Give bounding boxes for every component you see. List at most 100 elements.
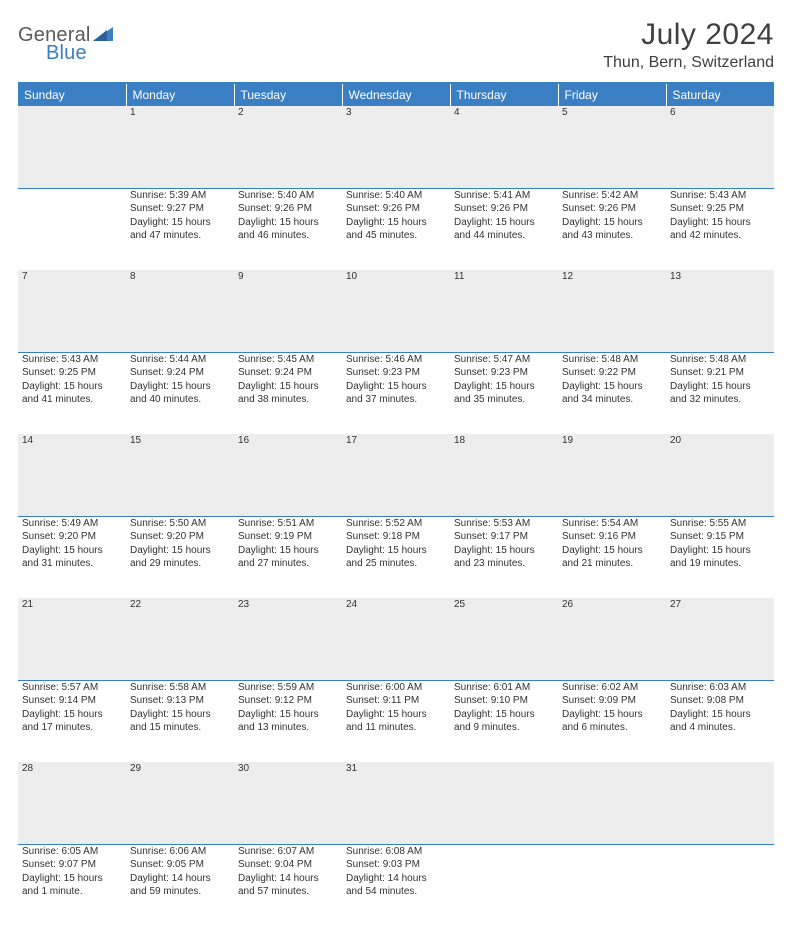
day-detail-line: Daylight: 15 hours — [238, 380, 338, 394]
day-detail-line: Sunrise: 5:44 AM — [130, 353, 230, 367]
day-detail-line: Sunset: 9:17 PM — [454, 530, 554, 544]
day-cell: Sunrise: 5:51 AMSunset: 9:19 PMDaylight:… — [234, 516, 342, 598]
day-detail-line: Daylight: 15 hours — [562, 544, 662, 558]
day-detail-line: Daylight: 15 hours — [670, 708, 770, 722]
day-detail-line: Sunrise: 6:03 AM — [670, 681, 770, 695]
day-detail-line: and 38 minutes. — [238, 393, 338, 407]
day-cell — [666, 844, 774, 926]
weekday-header: Tuesday — [234, 84, 342, 106]
day-cell: Sunrise: 5:48 AMSunset: 9:22 PMDaylight:… — [558, 352, 666, 434]
weekday-header: Monday — [126, 84, 234, 106]
day-cell: Sunrise: 5:40 AMSunset: 9:26 PMDaylight:… — [342, 188, 450, 270]
day-number — [450, 762, 558, 844]
day-cell: Sunrise: 6:01 AMSunset: 9:10 PMDaylight:… — [450, 680, 558, 762]
day-detail-line: Sunrise: 5:42 AM — [562, 189, 662, 203]
day-detail-line: and 25 minutes. — [346, 557, 446, 571]
day-detail-line: and 27 minutes. — [238, 557, 338, 571]
day-content-row: Sunrise: 5:49 AMSunset: 9:20 PMDaylight:… — [18, 516, 774, 598]
day-number: 30 — [234, 762, 342, 844]
day-detail-line: Daylight: 15 hours — [670, 544, 770, 558]
weekday-header: Sunday — [18, 84, 126, 106]
day-cell: Sunrise: 5:48 AMSunset: 9:21 PMDaylight:… — [666, 352, 774, 434]
day-detail-line: Sunset: 9:25 PM — [22, 366, 122, 380]
day-detail-line: Daylight: 15 hours — [238, 544, 338, 558]
day-detail-line: and 40 minutes. — [130, 393, 230, 407]
day-number: 20 — [666, 434, 774, 516]
day-cell: Sunrise: 5:58 AMSunset: 9:13 PMDaylight:… — [126, 680, 234, 762]
day-detail-line: and 17 minutes. — [22, 721, 122, 735]
day-cell: Sunrise: 5:49 AMSunset: 9:20 PMDaylight:… — [18, 516, 126, 598]
day-number: 25 — [450, 598, 558, 680]
day-detail-line: and 47 minutes. — [130, 229, 230, 243]
day-detail-line: Sunset: 9:20 PM — [130, 530, 230, 544]
day-detail-line: Sunrise: 5:46 AM — [346, 353, 446, 367]
day-number-row: 14151617181920 — [18, 434, 774, 516]
day-number: 16 — [234, 434, 342, 516]
day-number: 2 — [234, 106, 342, 188]
day-cell: Sunrise: 5:43 AMSunset: 9:25 PMDaylight:… — [18, 352, 126, 434]
day-cell: Sunrise: 5:54 AMSunset: 9:16 PMDaylight:… — [558, 516, 666, 598]
day-detail-line: and 4 minutes. — [670, 721, 770, 735]
day-detail-line: Sunset: 9:25 PM — [670, 202, 770, 216]
day-cell: Sunrise: 6:08 AMSunset: 9:03 PMDaylight:… — [342, 844, 450, 926]
day-detail-line: Sunrise: 5:58 AM — [130, 681, 230, 695]
day-detail-line: Sunset: 9:16 PM — [562, 530, 662, 544]
day-content-row: Sunrise: 6:05 AMSunset: 9:07 PMDaylight:… — [18, 844, 774, 926]
day-cell: Sunrise: 5:55 AMSunset: 9:15 PMDaylight:… — [666, 516, 774, 598]
day-number: 11 — [450, 270, 558, 352]
day-cell: Sunrise: 5:50 AMSunset: 9:20 PMDaylight:… — [126, 516, 234, 598]
day-number: 27 — [666, 598, 774, 680]
day-number: 15 — [126, 434, 234, 516]
day-number: 24 — [342, 598, 450, 680]
day-cell: Sunrise: 6:02 AMSunset: 9:09 PMDaylight:… — [558, 680, 666, 762]
day-detail-line: and 19 minutes. — [670, 557, 770, 571]
day-detail-line: Sunrise: 5:48 AM — [670, 353, 770, 367]
day-number: 12 — [558, 270, 666, 352]
day-number — [558, 762, 666, 844]
day-detail-line: Sunset: 9:05 PM — [130, 858, 230, 872]
day-detail-line: Sunrise: 5:40 AM — [238, 189, 338, 203]
day-detail-line: Daylight: 15 hours — [130, 708, 230, 722]
day-cell: Sunrise: 5:59 AMSunset: 9:12 PMDaylight:… — [234, 680, 342, 762]
day-number-row: 28293031 — [18, 762, 774, 844]
day-number-row: 78910111213 — [18, 270, 774, 352]
day-number: 21 — [18, 598, 126, 680]
day-cell: Sunrise: 5:47 AMSunset: 9:23 PMDaylight:… — [450, 352, 558, 434]
day-cell: Sunrise: 5:41 AMSunset: 9:26 PMDaylight:… — [450, 188, 558, 270]
day-content-row: Sunrise: 5:43 AMSunset: 9:25 PM Daylight:… — [18, 352, 774, 434]
day-detail-line: Daylight: 15 hours — [238, 708, 338, 722]
day-detail-line: and 23 minutes. — [454, 557, 554, 571]
day-number: 14 — [18, 434, 126, 516]
calendar-table: Sunday Monday Tuesday Wednesday Thursday… — [18, 84, 774, 926]
day-detail-line: Daylight: 15 hours — [454, 708, 554, 722]
day-detail-line: Sunset: 9:18 PM — [346, 530, 446, 544]
day-detail-line: Sunset: 9:23 PM — [454, 366, 554, 380]
day-detail-line: and 34 minutes. — [562, 393, 662, 407]
day-detail-line: and 32 minutes. — [670, 393, 770, 407]
day-number: 26 — [558, 598, 666, 680]
day-detail-line: Sunrise: 5:54 AM — [562, 517, 662, 531]
day-number: 17 — [342, 434, 450, 516]
day-detail-line: and 35 minutes. — [454, 393, 554, 407]
day-detail-line: Sunrise: 5:43 AM — [22, 353, 122, 367]
day-detail-line: Daylight: 15 hours — [238, 216, 338, 230]
day-detail-line: Daylight: 15 hours — [130, 216, 230, 230]
day-detail-line: Sunset: 9:09 PM — [562, 694, 662, 708]
day-cell: Sunrise: 6:00 AMSunset: 9:11 PMDaylight:… — [342, 680, 450, 762]
day-number: 19 — [558, 434, 666, 516]
day-cell: Sunrise: 5:45 AMSunset: 9:24 PMDaylight:… — [234, 352, 342, 434]
day-detail-line: and 13 minutes. — [238, 721, 338, 735]
day-cell: Sunrise: 6:06 AMSunset: 9:05 PMDaylight:… — [126, 844, 234, 926]
day-detail-line: Sunset: 9:13 PM — [130, 694, 230, 708]
day-detail-line: Daylight: 15 hours — [562, 708, 662, 722]
day-detail-line: Sunset: 9:24 PM — [130, 366, 230, 380]
day-detail-line: and 29 minutes. — [130, 557, 230, 571]
day-detail-line: Sunset: 9:26 PM — [454, 202, 554, 216]
weekday-header: Thursday — [450, 84, 558, 106]
day-number: 10 — [342, 270, 450, 352]
day-detail-line: Sunset: 9:20 PM — [22, 530, 122, 544]
day-number: 8 — [126, 270, 234, 352]
day-detail-line: and 42 minutes. — [670, 229, 770, 243]
day-detail-line: Sunrise: 6:01 AM — [454, 681, 554, 695]
day-cell: Sunrise: 5:44 AMSunset: 9:24 PMDaylight:… — [126, 352, 234, 434]
